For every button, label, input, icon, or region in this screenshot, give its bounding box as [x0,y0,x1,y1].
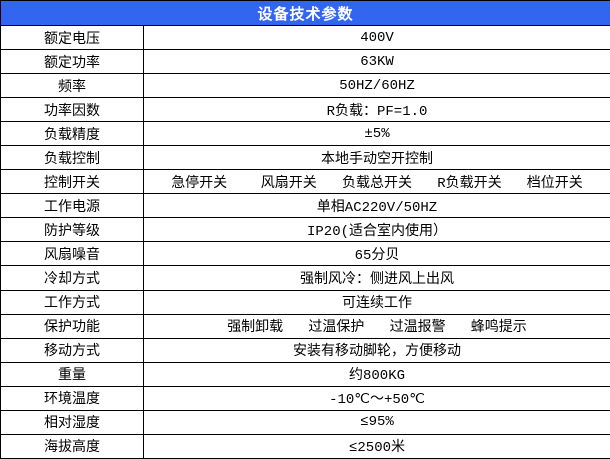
spec-value: 安装有移动脚轮，方便移动 [142,337,610,363]
table-row: 重量 约800KG [0,361,610,387]
spec-label: 负载控制 [0,145,144,171]
spec-label: 环境温度 [0,385,144,411]
table-row: 控制开关 急停开关 风扇开关 负载总开关 R负载开关 档位开关 [0,169,610,195]
table-row: 频率 50HZ/60HZ [0,73,610,99]
table-title: 设备技术参数 [0,0,610,26]
spec-value: 63KW [142,49,610,75]
spec-value: IP20(适合室内使用） [142,217,610,243]
spec-label: 海拔高度 [0,433,144,459]
spec-value: 400V [142,24,610,51]
spec-value: 强制卸载 过温保护 过温报警 蜂鸣提示 [142,313,610,339]
spec-label: 冷却方式 [0,265,144,291]
table-header-row: 设备技术参数 [0,0,610,26]
table-row: 负载控制 本地手动空开控制 [0,145,610,171]
spec-value: ±5% [142,121,610,147]
table-row: 额定功率 63KW [0,49,610,75]
table-row: 相对湿度 ≤95% [0,409,610,435]
spec-value: 强制风冷：侧进风上出风 [142,265,610,291]
table-row: 保护功能 强制卸载 过温保护 过温报警 蜂鸣提示 [0,313,610,339]
spec-value: 65分贝 [142,241,610,267]
table-row: 负载精度 ±5% [0,121,610,147]
table-row: 防护等级 IP20(适合室内使用） [0,217,610,243]
spec-value: 可连续工作 [142,289,610,315]
spec-value: 急停开关 风扇开关 负载总开关 R负载开关 档位开关 [142,169,610,195]
spec-label: 重量 [0,361,144,387]
table-row: 风扇噪音 65分贝 [0,241,610,267]
spec-value: 单相AC220V/50HZ [142,193,610,219]
spec-label: 移动方式 [0,337,144,363]
spec-label: 负载精度 [0,121,144,147]
spec-value: 本地手动空开控制 [142,145,610,171]
spec-label: 保护功能 [0,313,144,339]
spec-label: 额定功率 [0,49,144,75]
spec-label: 工作电源 [0,193,144,219]
table-row: 工作电源 单相AC220V/50HZ [0,193,610,219]
table-row: 海拔高度 ≤2500米 [0,433,610,459]
spec-value: R负载：PF=1.0 [142,97,610,123]
spec-label: 额定电压 [0,24,144,51]
table-row: 冷却方式 强制风冷：侧进风上出风 [0,265,610,291]
table-row: 功率因数 R负载：PF=1.0 [0,97,610,123]
spec-value: 约800KG [142,361,610,387]
spec-label: 相对湿度 [0,409,144,435]
spec-label: 功率因数 [0,97,144,123]
spec-value: -10℃～+50℃ [142,385,610,411]
table-row: 移动方式 安装有移动脚轮，方便移动 [0,337,610,363]
spec-label: 控制开关 [0,169,144,195]
spec-label: 频率 [0,73,144,99]
table-row: 工作方式 可连续工作 [0,289,610,315]
table-row: 额定电压 400V [0,24,610,51]
table-row: 环境温度 -10℃～+50℃ [0,385,610,411]
spec-value: ≤2500米 [142,433,610,459]
spec-label: 工作方式 [0,289,144,315]
spec-label: 防护等级 [0,217,144,243]
spec-value: ≤95% [142,409,610,435]
spec-label: 风扇噪音 [0,241,144,267]
spec-value: 50HZ/60HZ [142,73,610,99]
